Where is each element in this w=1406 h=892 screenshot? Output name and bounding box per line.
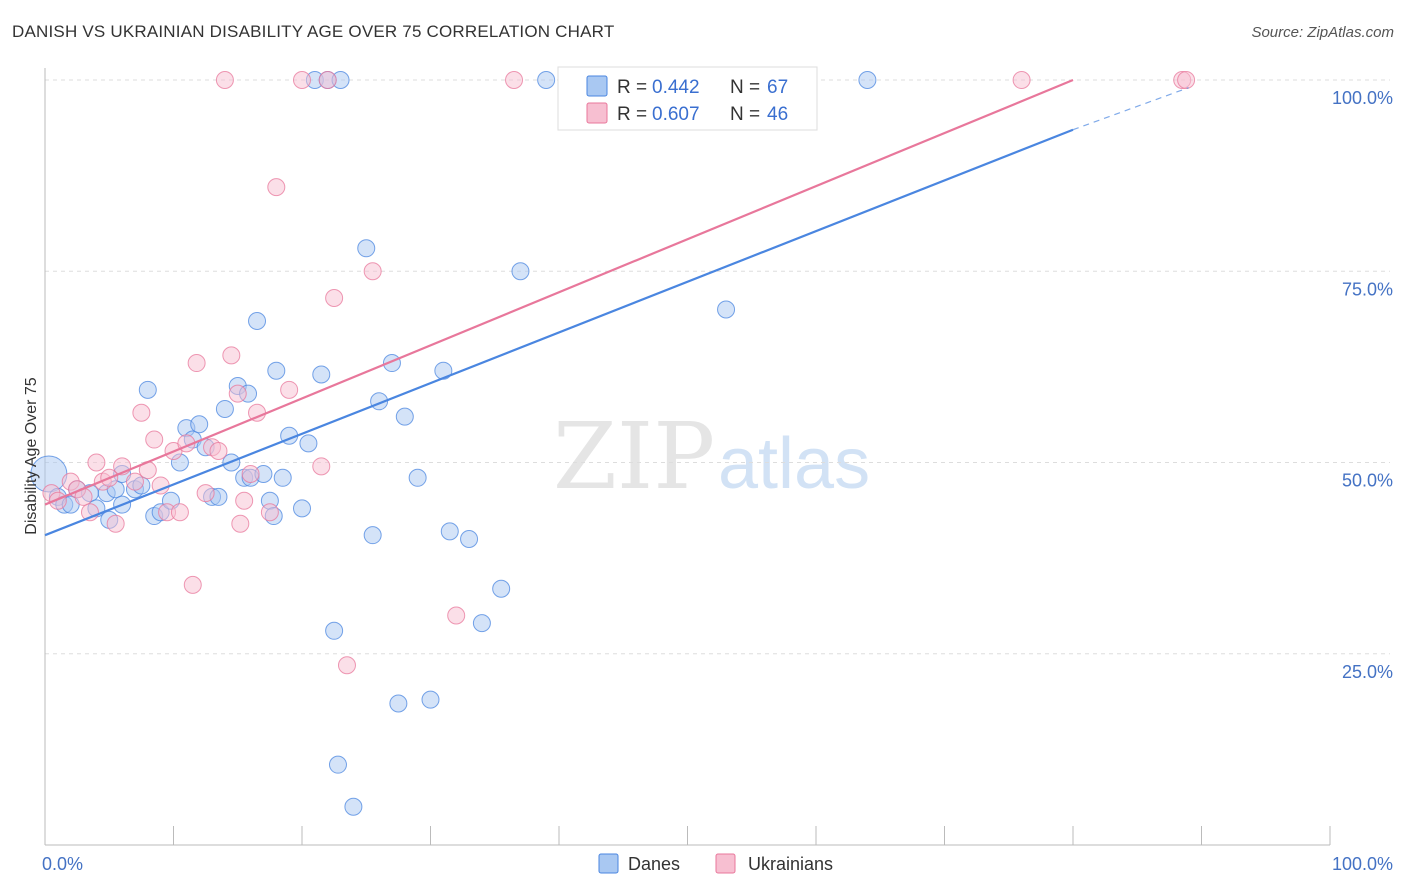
danes-trend-extension	[1072, 87, 1189, 131]
ukrainians-point	[1177, 71, 1196, 89]
ukrainians-point	[209, 442, 228, 461]
danes-point	[440, 522, 459, 541]
danes-point	[325, 621, 344, 640]
trend-lines	[44, 78, 1189, 537]
danes-point	[472, 614, 491, 633]
ukrainians-n-label: N =	[730, 104, 760, 125]
danes-r-label: R =	[617, 77, 647, 98]
ukrainians-point	[145, 430, 164, 449]
ukrainians-point	[337, 656, 356, 675]
ukrainians-point	[187, 354, 206, 373]
chart-source: Source: ZipAtlas.com	[1251, 24, 1394, 41]
danes-point	[537, 71, 556, 89]
ukrainians-point	[183, 575, 202, 594]
danes-point	[138, 380, 157, 399]
ukrainians-point	[280, 380, 299, 399]
danes-swatch	[598, 853, 619, 874]
ukrainians-points	[42, 71, 1196, 675]
danes-point	[858, 71, 877, 89]
danes-point	[273, 468, 292, 487]
ukrainians-legend-label: Ukrainians	[748, 854, 833, 874]
ukrainians-n-value: 46	[767, 104, 788, 125]
ukrainians-point	[363, 262, 382, 281]
correlation-legend: R = 0.442 N = 67 R = 0.607 N = 46	[557, 66, 818, 131]
x-tick-label: 100.0%	[1332, 854, 1393, 874]
ukrainians-point	[318, 71, 337, 89]
danes-point	[511, 262, 530, 281]
danes-point	[267, 361, 286, 380]
x-tick-labels: 0.0% 100.0%	[42, 854, 1393, 874]
ukrainians-trend-line	[44, 78, 1074, 506]
danes-n-label: N =	[730, 77, 760, 98]
y-tick-label: 50.0%	[1342, 471, 1393, 491]
ukrainians-point	[235, 491, 254, 510]
ukrainians-point	[1012, 71, 1031, 89]
y-tick-label: 100.0%	[1332, 88, 1393, 108]
ukrainians-point	[267, 178, 286, 197]
danes-point	[395, 407, 414, 426]
ukrainians-point	[106, 514, 125, 533]
danes-point	[248, 311, 267, 330]
danes-point	[389, 694, 408, 713]
ukrainians-r-label: R =	[617, 104, 647, 125]
ukrainians-swatch	[715, 853, 736, 874]
y-tick-labels: 25.0% 50.0% 75.0% 100.0%	[1332, 88, 1393, 682]
ukrainians-point	[293, 71, 311, 89]
danes-point	[408, 468, 427, 487]
danes-point	[344, 797, 363, 816]
ukrainians-r-value: 0.607	[652, 104, 700, 125]
ukrainians-point	[215, 71, 234, 89]
watermark-atlas: atlas	[718, 424, 870, 504]
danes-point	[190, 415, 209, 434]
danes-point	[717, 300, 736, 319]
ukrainians-point	[231, 514, 250, 533]
y-tick-label: 25.0%	[1342, 662, 1393, 682]
danes-trend-line	[44, 128, 1074, 537]
danes-point	[421, 690, 440, 709]
ukrainians-point	[228, 384, 247, 403]
ukrainians-legend-swatch	[586, 102, 608, 124]
ukrainians-point	[505, 71, 524, 89]
ukrainians-point	[447, 606, 466, 625]
watermark-zip: ZIP	[553, 403, 715, 510]
ukrainians-point	[196, 484, 215, 503]
gridlines	[45, 79, 1390, 655]
x-tick-label: 0.0%	[42, 854, 83, 874]
series-legend: Danes Ukrainians	[598, 853, 833, 874]
ukrainians-point	[125, 472, 144, 491]
danes-point	[293, 499, 311, 518]
danes-point	[460, 530, 479, 548]
ukrainians-point	[170, 503, 189, 522]
ukrainians-point	[132, 403, 151, 422]
danes-point	[312, 365, 331, 384]
ukrainians-point	[260, 503, 279, 522]
ukrainians-point	[312, 457, 331, 476]
ukrainians-point	[241, 464, 260, 483]
chart-title: DANISH VS UKRAINIAN DISABILITY AGE OVER …	[12, 22, 615, 41]
danes-point	[492, 579, 511, 598]
danes-point	[357, 239, 376, 258]
y-tick-label: 75.0%	[1342, 279, 1393, 299]
danes-point	[299, 434, 318, 453]
ukrainians-point	[87, 453, 106, 472]
y-axis-title: Disability Age Over 75	[23, 377, 40, 535]
danes-point	[363, 526, 382, 545]
danes-legend-label: Danes	[628, 854, 680, 874]
danes-n-value: 67	[767, 77, 788, 98]
danes-r-value: 0.442	[652, 77, 700, 98]
ukrainians-point	[222, 346, 241, 365]
danes-point	[215, 399, 234, 418]
danes-point	[328, 755, 347, 774]
danes-legend-swatch	[586, 75, 608, 97]
ukrainians-point	[325, 289, 344, 308]
